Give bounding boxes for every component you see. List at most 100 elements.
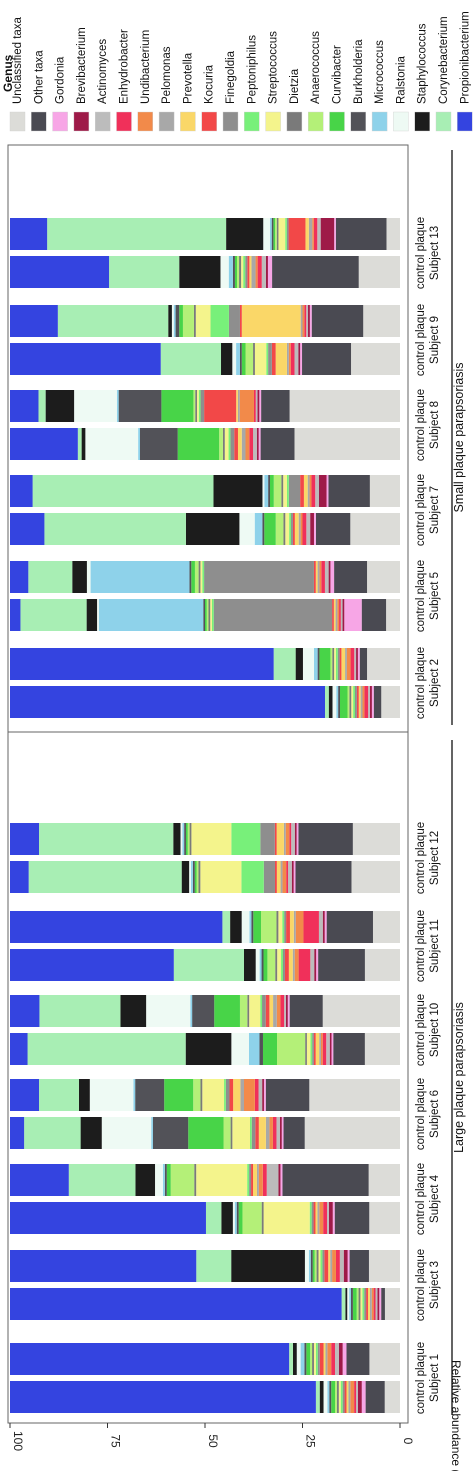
bar-segment [236,256,240,288]
bar-segment [200,390,205,422]
subject-condition-label: control plaque [415,1163,427,1235]
bar-segment [286,861,289,893]
legend-swatch [265,111,281,132]
bar-segment [261,1202,264,1234]
legend-item-label: Unclassified taxa [12,16,24,104]
bar-segment [368,1164,400,1196]
bar-segment [263,949,268,981]
bar-segment [369,1343,400,1375]
bar-segment [325,686,329,718]
legend-item-label: Undibacterium [140,30,152,104]
legend-item-label: Staphylococcus [417,23,429,104]
bar-segment [319,1381,324,1413]
bar-segment [206,599,209,631]
subject-label: Subject 11 [429,919,441,973]
bar-segment [68,1164,136,1196]
bar-segment [226,218,264,250]
bar-segment [232,1117,250,1149]
bar-segment [313,561,316,593]
bar-segment [24,1117,81,1149]
bar-segment [351,861,400,893]
y-tick-label: 0 [401,1438,415,1445]
bar-segment [336,686,339,718]
legend-swatch [180,111,196,132]
bar-segment [332,648,335,680]
subject-condition-label: control plaque [415,304,427,376]
bar-segment [357,1381,362,1413]
bar-segment [273,995,277,1027]
bar-segment [164,1079,194,1111]
bar-segment [322,1033,327,1065]
bars-layer [10,218,400,1413]
bar-segment [198,561,201,593]
legend-item-label: Corynebacterium [438,16,450,104]
bar-segment [284,911,287,943]
bar-segment [324,1250,329,1282]
bar-segment [258,1164,263,1196]
bar-segment [275,218,277,250]
bar-segment [328,1202,333,1234]
bar-segment [324,911,327,943]
bar-segment [352,823,400,855]
bar-segment [335,1381,337,1413]
subject-label: Subject 4 [429,1174,441,1223]
bar-segment [255,256,258,288]
bar-segment [318,475,327,507]
bar-segment [221,1202,233,1234]
bar-segment [358,686,361,718]
bar-segment [329,1381,332,1413]
bar-segment [221,343,233,375]
bar-segment [202,561,205,593]
bar-segment [231,1250,305,1282]
legend-swatch [9,111,26,132]
bar-segment [230,1117,233,1149]
bar-segment [356,1381,358,1413]
bar-segment [189,823,192,855]
bar-segment [282,911,285,943]
bar-segment [195,390,197,422]
bar-segment [275,513,284,545]
bar-segment [97,599,99,631]
bar-segment [302,513,307,545]
bar-segment [328,475,370,507]
bar-segment [312,218,314,250]
bar-segment [288,475,301,507]
bar-segment [322,911,325,943]
bar-segment [257,256,262,288]
bar-segment [160,343,222,375]
bar-segment [251,1164,254,1196]
bar-segment [234,428,238,460]
bar-segment [319,1343,324,1375]
bar-segment [307,475,310,507]
bar-segment [264,513,276,545]
bar-segment [362,1288,365,1320]
bar-segment [313,513,316,545]
bar-segment [39,1079,79,1111]
bar-segment [311,305,364,337]
bar-segment [219,428,223,460]
bar-segment [175,305,180,337]
bar-segment [248,1033,260,1065]
legend-item-label: Pelomonas [161,46,173,104]
bar-segment [200,861,242,893]
bar-segment [355,686,357,718]
bar-segment [135,1164,156,1196]
bar-segment [303,911,319,943]
bar-segment [276,911,279,943]
bar-segment [10,256,110,288]
bar-segment [377,1288,380,1320]
bar-segment [265,256,268,288]
bar-segment [10,1202,206,1234]
bar-segment [289,390,400,422]
y-axis: 0 25 50 75 100 [9,1423,415,1451]
bar-segment [262,475,265,507]
bar-segment [291,861,294,893]
bar-segment [204,390,237,422]
bar-segment [241,428,246,460]
bar-segment [182,305,194,337]
bar-segment [80,1117,102,1149]
legend-swatch [414,111,430,132]
bar-segment [347,1288,350,1320]
bar-segment [180,823,183,855]
bar-segment [264,475,269,507]
